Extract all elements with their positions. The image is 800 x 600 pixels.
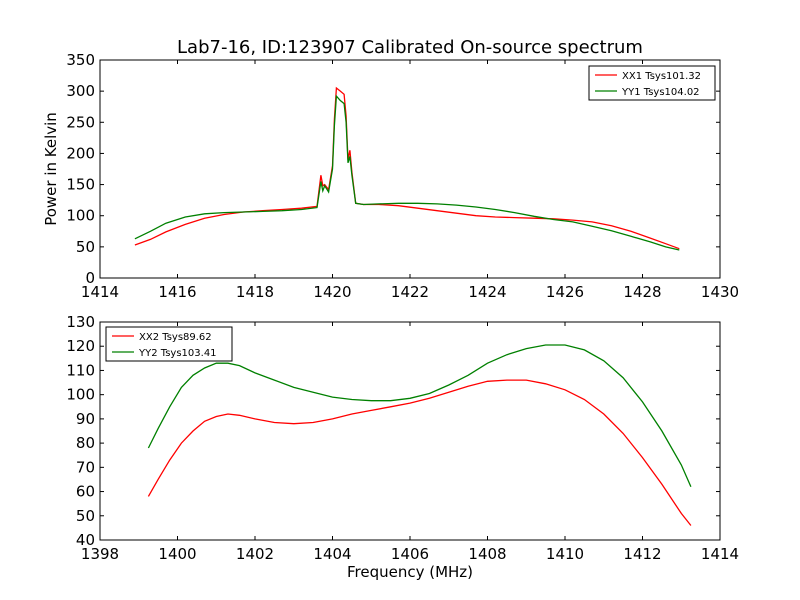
series-line-0-0 [134,86,680,250]
chart-title: Lab7-16, ID:123907 Calibrated On-source … [177,37,643,58]
x-tick-label: 1416 [158,283,196,301]
x-tick-label: 1426 [546,283,584,301]
x-tick-label: 1404 [313,545,351,563]
top-y-axis-label: Power in Kelvin [42,112,60,226]
series-line-1-1 [147,344,692,487]
x-tick-label: 1414 [81,283,119,301]
y-tick-label: 120 [66,337,95,355]
legend-entry: YY1 Tsys104.02 [621,87,700,98]
x-tick-label: 1410 [546,545,584,563]
y-tick-label: 150 [66,176,95,194]
y-tick-label: 100 [66,207,95,225]
y-tick-label: 300 [66,82,95,100]
x-tick-label: 1408 [468,545,506,563]
series-line-1-0 [147,379,692,526]
x-tick-label: 1420 [313,283,351,301]
x-tick-label: 1400 [158,545,196,563]
x-tick-label: 1402 [236,545,274,563]
x-tick-label: 1398 [81,545,119,563]
top-plot: 1414 1416 1418 1420 1422 1424 1426 1428 1430 0 50 1… [66,51,739,301]
bottom-x-axis-label: Frequency (MHz) [347,563,473,581]
legend-entry: XX2 Tsys89.62 [139,332,212,343]
legend-entry: YY2 Tsys103.41 [138,348,217,359]
x-tick-label: 1422 [391,283,429,301]
y-tick-label: 130 [66,313,95,331]
y-tick-label: 90 [76,410,95,428]
y-tick-label: 50 [76,507,95,525]
y-tick-label: 250 [66,113,95,131]
y-tick-label: 40 [76,531,95,549]
y-tick-label: 350 [66,51,95,69]
series-line-0-1 [134,94,680,251]
y-tick-label: 50 [76,238,95,256]
x-tick-label: 1424 [468,283,506,301]
y-tick-label: 200 [66,144,95,162]
bottom-plot: 1398 1400 1402 1404 1406 1408 1410 1412 1414 40 50… [66,313,739,563]
x-tick-label: 1412 [623,545,661,563]
y-tick-label: 100 [66,386,95,404]
y-tick-label: 70 [76,458,95,476]
legend-entry: XX1 Tsys101.32 [622,71,701,82]
y-tick-label: 60 [76,483,95,501]
y-tick-label: 80 [76,434,95,452]
x-tick-label: 1414 [701,545,739,563]
legend-box [588,65,716,101]
x-tick-label: 1428 [623,283,661,301]
y-tick-label: 110 [66,361,95,379]
x-tick-label: 1406 [391,545,429,563]
x-tick-label: 1430 [701,283,739,301]
x-tick-label: 1418 [236,283,274,301]
y-tick-label: 0 [85,269,95,287]
legend-box [105,326,233,362]
